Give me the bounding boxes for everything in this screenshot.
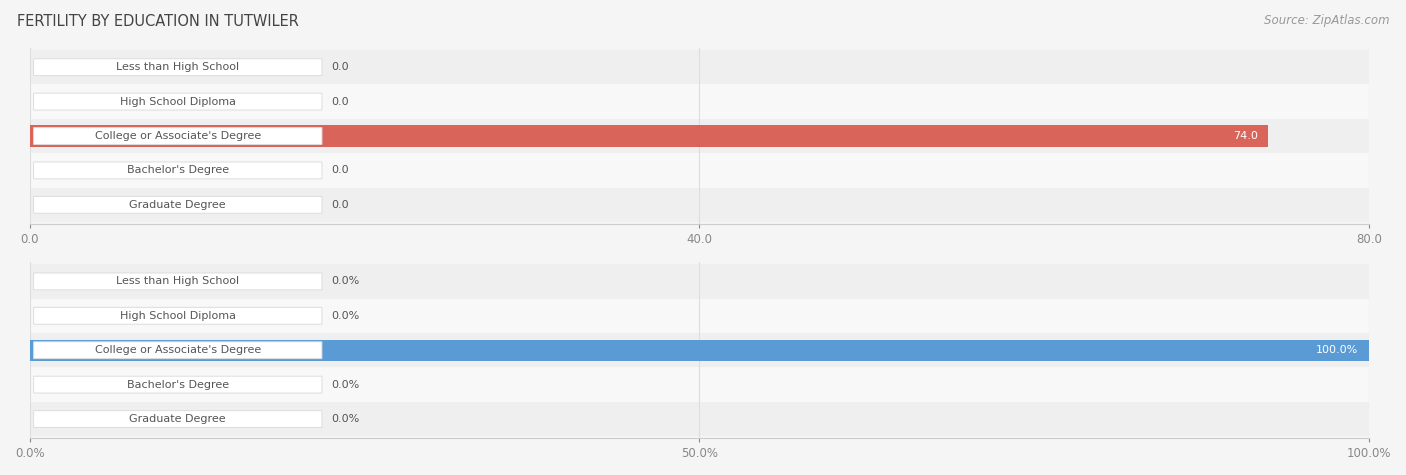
Bar <box>30 125 1268 147</box>
Text: 0.0: 0.0 <box>330 200 349 210</box>
Text: 0.0%: 0.0% <box>330 380 360 390</box>
Text: College or Associate's Degree: College or Associate's Degree <box>94 345 262 355</box>
Text: 0.0: 0.0 <box>330 96 349 106</box>
FancyBboxPatch shape <box>34 128 322 144</box>
Text: High School Diploma: High School Diploma <box>120 96 236 106</box>
Text: High School Diploma: High School Diploma <box>120 311 236 321</box>
FancyBboxPatch shape <box>34 376 322 393</box>
Text: 74.0: 74.0 <box>1233 131 1257 141</box>
Bar <box>30 333 1369 368</box>
Text: 100.0%: 100.0% <box>1316 345 1358 355</box>
FancyBboxPatch shape <box>34 162 322 179</box>
Bar <box>30 402 1369 436</box>
Text: 0.0: 0.0 <box>330 165 349 175</box>
FancyBboxPatch shape <box>34 410 322 428</box>
Bar <box>30 85 1369 119</box>
Bar <box>30 188 1369 222</box>
Text: Bachelor's Degree: Bachelor's Degree <box>127 380 229 390</box>
FancyBboxPatch shape <box>34 59 322 76</box>
Text: Less than High School: Less than High School <box>117 62 239 72</box>
FancyBboxPatch shape <box>34 307 322 324</box>
Text: 0.0%: 0.0% <box>330 276 360 286</box>
FancyBboxPatch shape <box>34 93 322 110</box>
Text: Source: ZipAtlas.com: Source: ZipAtlas.com <box>1264 14 1389 27</box>
Text: 0.0%: 0.0% <box>330 311 360 321</box>
Bar <box>30 340 1369 361</box>
Text: FERTILITY BY EDUCATION IN TUTWILER: FERTILITY BY EDUCATION IN TUTWILER <box>17 14 298 29</box>
Text: Graduate Degree: Graduate Degree <box>129 200 226 210</box>
Text: Less than High School: Less than High School <box>117 276 239 286</box>
Bar <box>30 368 1369 402</box>
FancyBboxPatch shape <box>34 342 322 359</box>
Text: 0.0%: 0.0% <box>330 414 360 424</box>
Bar <box>30 50 1369 85</box>
Bar <box>30 264 1369 299</box>
Text: College or Associate's Degree: College or Associate's Degree <box>94 131 262 141</box>
Text: Graduate Degree: Graduate Degree <box>129 414 226 424</box>
FancyBboxPatch shape <box>34 196 322 213</box>
FancyBboxPatch shape <box>34 273 322 290</box>
Text: Bachelor's Degree: Bachelor's Degree <box>127 165 229 175</box>
Bar <box>30 153 1369 188</box>
Text: 0.0: 0.0 <box>330 62 349 72</box>
Bar <box>30 119 1369 153</box>
Bar <box>30 299 1369 333</box>
